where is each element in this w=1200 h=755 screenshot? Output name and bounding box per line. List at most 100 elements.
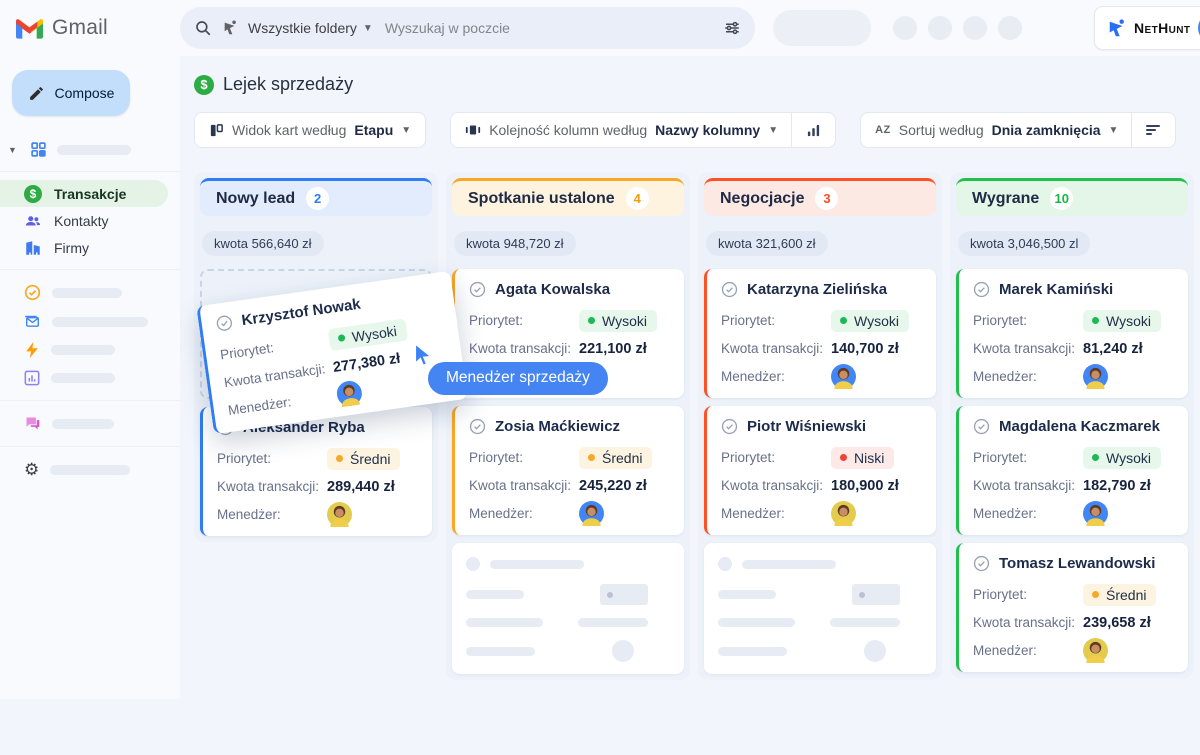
nethunt-filter-icon[interactable]: [222, 20, 238, 36]
manager-avatar: [1083, 638, 1108, 663]
divider: [0, 171, 180, 172]
sidebar: Compose ▼ $ Transakcje Kontakty Firmy: [0, 56, 180, 699]
caret-down-icon[interactable]: ▼: [8, 145, 20, 155]
sidebar-item-reports[interactable]: [0, 364, 180, 392]
search-input[interactable]: [383, 19, 713, 37]
column-header[interactable]: Wygrane 10: [956, 178, 1188, 216]
manager-label: Menedżer:: [227, 388, 338, 418]
priority-dot-icon: [338, 334, 346, 342]
deal-card[interactable]: Marek Kamiński Priorytet: Wysoki Kwota t…: [956, 269, 1188, 398]
skeleton-card: [452, 543, 684, 674]
column-total-pill: kwota 321,600 zł: [706, 231, 828, 256]
topbar-button-placeholder[interactable]: [893, 16, 917, 40]
column-header[interactable]: Negocjacje 3: [704, 178, 936, 216]
gear-icon: ⚙: [24, 461, 39, 478]
sidebar-item-settings[interactable]: ⚙: [0, 455, 180, 484]
board-toolbar: Widok kart według Etapu ▼ Kolejność kolu…: [194, 112, 1200, 148]
amount-label: Kwota transakcji:: [721, 478, 831, 493]
check-circle-icon: [721, 281, 738, 298]
pencil-icon: [28, 85, 45, 102]
workspace-grid-icon: [31, 142, 46, 157]
amount-label: Kwota transakcji:: [469, 478, 579, 493]
column-header[interactable]: Nowy lead 2: [200, 178, 432, 216]
check-circle-icon: [721, 418, 738, 435]
label-placeholder: [51, 373, 115, 383]
priority-pill: Wysoki: [579, 310, 657, 332]
manager-label: Menedżer:: [973, 369, 1083, 384]
manager-label: Menedżer:: [721, 506, 831, 521]
deal-name: Zosia Maćkiewicz: [495, 418, 620, 435]
sort-label: Sortuj według: [899, 122, 984, 138]
search-bar[interactable]: Wszystkie foldery ▼: [180, 7, 755, 49]
priority-dot-icon: [840, 317, 847, 324]
check-circle-icon: [973, 418, 990, 435]
amount-label: Kwota transakcji:: [973, 341, 1083, 356]
column-order-value: Nazwy kolumny: [655, 122, 760, 138]
deal-card[interactable]: Katarzyna Zielińska Priorytet: Wysoki Kw…: [704, 269, 936, 398]
sort-direction-button[interactable]: [1141, 118, 1165, 142]
sidebar-item-label: Kontakty: [54, 213, 108, 229]
search-options-icon[interactable]: [723, 19, 741, 37]
folder-filter-dropdown[interactable]: Wszystkie foldery ▼: [248, 20, 373, 36]
deal-card[interactable]: Zosia Maćkiewicz Priorytet: Średni Kwota…: [452, 406, 684, 535]
column-cards: Agata Kowalska Priorytet: Wysoki Kwota t…: [452, 269, 684, 674]
column-stats-button[interactable]: [801, 118, 825, 142]
sidebar-item-label: Firmy: [54, 240, 89, 256]
column-name: Wygrane: [972, 190, 1039, 208]
priority-label: Priorytet:: [973, 450, 1083, 465]
topbar: Gmail Wszystkie foldery ▼: [0, 0, 1200, 56]
topbar-placeholder-pill: [773, 10, 871, 46]
manager-avatar: [335, 379, 363, 407]
amount-label: Kwota transakcji:: [973, 615, 1083, 630]
label-placeholder: [52, 419, 114, 429]
compose-button[interactable]: Compose: [12, 70, 130, 116]
topbar-button-placeholder[interactable]: [928, 16, 952, 40]
deal-card[interactable]: Magdalena Kaczmarek Priorytet: Wysoki Kw…: [956, 406, 1188, 535]
sidebar-item-transakcje[interactable]: $ Transakcje: [0, 180, 168, 207]
column-total-pill: kwota 566,640 zł: [202, 231, 324, 256]
priority-dot-icon: [1092, 317, 1099, 324]
sidebar-item-tasks[interactable]: [0, 278, 180, 307]
bar-chart-icon: [24, 370, 40, 386]
priority-label: Priorytet:: [973, 313, 1083, 328]
deal-card[interactable]: Tomasz Lewandowski Priorytet: Średni Kwo…: [956, 543, 1188, 672]
topbar-button-placeholder[interactable]: [963, 16, 987, 40]
chevron-down-icon: ▼: [363, 23, 373, 34]
check-circle-icon: [973, 555, 990, 572]
deal-name: Katarzyna Zielińska: [747, 281, 887, 298]
company-icon: [24, 239, 42, 257]
workspace-row[interactable]: ▼: [0, 136, 180, 163]
column-cards: Katarzyna Zielińska Priorytet: Wysoki Kw…: [704, 269, 936, 674]
priority-dot-icon: [1092, 591, 1099, 598]
column-name: Spotkanie ustalone: [468, 190, 615, 208]
column-order-control: Kolejność kolumn według Nazwy kolumny ▼: [450, 112, 836, 148]
column-header[interactable]: Spotkanie ustalone 4: [452, 178, 684, 216]
topbar-button-placeholder[interactable]: [998, 16, 1022, 40]
priority-dot-icon: [336, 455, 343, 462]
priority-pill: Wysoki: [831, 310, 909, 332]
manager-avatar: [831, 501, 856, 526]
nethunt-extension-button[interactable]: NetHunt: [1094, 6, 1200, 50]
deal-name: Marek Kamiński: [999, 281, 1113, 298]
sidebar-item-kontakty[interactable]: Kontakty: [0, 207, 180, 234]
card-view-dropdown[interactable]: Widok kart według Etapu ▼: [205, 122, 415, 138]
sidebar-item-label: Transakcje: [54, 186, 126, 202]
sidebar-item-chat[interactable]: [0, 409, 180, 438]
kanban-board: Nowy lead 2 kwota 566,640 zł Aleksander …: [194, 172, 1200, 680]
deal-card[interactable]: Piotr Wiśniewski Priorytet: Niski Kwota …: [704, 406, 936, 535]
column-order-dropdown[interactable]: Kolejność kolumn według Nazwy kolumny ▼: [461, 122, 782, 138]
sort-control: AZ Sortuj według Dnia zamknięcia ▼: [860, 112, 1176, 148]
deal-amount: 289,440 zł: [327, 479, 395, 495]
search-icon[interactable]: [194, 19, 212, 37]
kanban-icon: [209, 123, 224, 138]
sort-dropdown[interactable]: AZ Sortuj według Dnia zamknięcia ▼: [871, 122, 1122, 138]
sidebar-item-firmy[interactable]: Firmy: [0, 234, 180, 261]
deal-amount: 140,700 zł: [831, 341, 899, 357]
sidebar-item-automation[interactable]: [0, 336, 180, 364]
manager-avatar: [1083, 501, 1108, 526]
deal-amount: 81,240 zł: [1083, 341, 1143, 357]
deal-amount: 239,658 zł: [1083, 615, 1151, 631]
sidebar-item-mail[interactable]: [0, 307, 180, 336]
label-placeholder: [57, 145, 131, 155]
priority-pill: Wysoki: [1083, 447, 1161, 469]
